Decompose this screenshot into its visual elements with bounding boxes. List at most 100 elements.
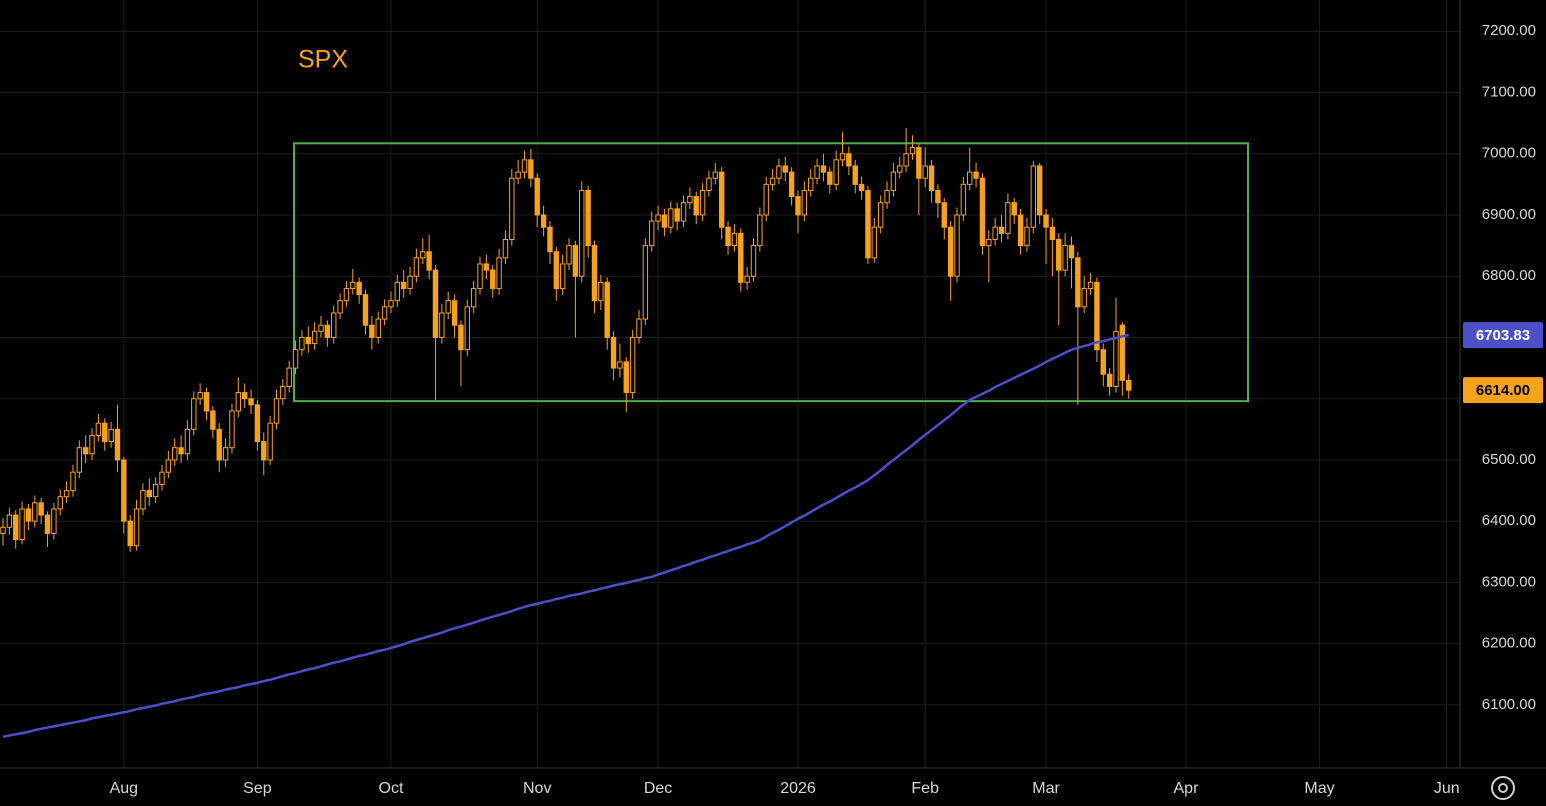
candle-body bbox=[445, 300, 451, 314]
candle-body bbox=[846, 153, 852, 167]
candle-body bbox=[852, 165, 858, 185]
candle-body bbox=[51, 508, 57, 534]
candle-body bbox=[1081, 287, 1087, 308]
candle-body bbox=[521, 159, 528, 173]
candle-body bbox=[305, 336, 311, 345]
candle-body bbox=[375, 318, 381, 338]
candle-body bbox=[273, 398, 280, 424]
candle-body bbox=[680, 202, 687, 222]
candle-body bbox=[547, 226, 553, 253]
candle-body bbox=[979, 177, 986, 247]
candle-body bbox=[718, 171, 725, 228]
candle-body bbox=[1075, 257, 1081, 308]
candle-body bbox=[1106, 373, 1113, 387]
candle-body bbox=[439, 312, 445, 338]
candle-body bbox=[973, 171, 979, 179]
settings-ring bbox=[1491, 776, 1515, 800]
candle-body bbox=[343, 287, 350, 302]
candle-body bbox=[413, 257, 420, 277]
candle-body bbox=[1126, 379, 1132, 391]
candle-body bbox=[152, 483, 159, 498]
settings-button[interactable] bbox=[1491, 776, 1515, 800]
candle-body bbox=[623, 361, 629, 394]
y-tick-label: 6900.00 bbox=[1482, 206, 1536, 223]
candle-body bbox=[1100, 349, 1106, 375]
candle-body bbox=[1017, 214, 1024, 247]
price-label-box bbox=[1463, 377, 1543, 404]
candle-body bbox=[44, 514, 51, 534]
y-tick-label: 6100.00 bbox=[1482, 696, 1536, 713]
candle-body bbox=[649, 220, 655, 247]
candle-body bbox=[731, 232, 738, 247]
candle-body bbox=[877, 202, 884, 228]
candle-body bbox=[108, 428, 114, 443]
candle-body bbox=[432, 269, 439, 338]
candle-body bbox=[222, 447, 229, 461]
candle-body bbox=[1036, 165, 1043, 216]
candle-body bbox=[725, 226, 731, 247]
candle-body bbox=[1011, 202, 1017, 216]
y-tick-label: 6200.00 bbox=[1482, 635, 1536, 652]
candle-body bbox=[477, 263, 483, 289]
x-tick-label: May bbox=[1304, 780, 1334, 797]
candle-body bbox=[998, 226, 1005, 234]
candle-body bbox=[916, 147, 922, 179]
candle-body bbox=[159, 471, 165, 485]
candle-body bbox=[407, 275, 413, 289]
x-tick-label: Jun bbox=[1434, 780, 1460, 797]
candle-body bbox=[350, 281, 356, 289]
candle-body bbox=[795, 196, 801, 216]
candle-body bbox=[788, 171, 795, 198]
candle-body bbox=[833, 159, 839, 185]
candle-body bbox=[191, 398, 197, 430]
candle-body bbox=[388, 300, 394, 308]
x-tick-label: Aug bbox=[110, 780, 138, 797]
y-tick-label: 6300.00 bbox=[1482, 573, 1536, 590]
candle-body bbox=[464, 306, 470, 351]
candle-body bbox=[1005, 202, 1011, 234]
candle-body bbox=[121, 459, 127, 522]
candle-body bbox=[254, 404, 261, 443]
candle-body bbox=[502, 238, 509, 259]
candle-body bbox=[229, 410, 235, 449]
candle-body bbox=[1043, 214, 1049, 228]
y-tick-label: 7200.00 bbox=[1482, 22, 1536, 39]
candle-body bbox=[19, 508, 25, 541]
candle-body bbox=[712, 171, 719, 179]
candle-body bbox=[566, 245, 572, 265]
candle-body bbox=[572, 245, 579, 277]
candle-body bbox=[610, 336, 617, 369]
candle-body bbox=[248, 398, 254, 406]
candle-body bbox=[954, 214, 960, 277]
candle-body bbox=[1087, 281, 1094, 289]
candle-body bbox=[604, 281, 610, 338]
candle-body bbox=[82, 447, 89, 455]
candle-body bbox=[178, 447, 184, 455]
candle-body bbox=[394, 281, 401, 302]
x-tick-label: Mar bbox=[1032, 780, 1060, 797]
candle-body bbox=[1068, 245, 1075, 259]
candle-body bbox=[763, 183, 769, 216]
candle-body bbox=[598, 281, 604, 302]
candle-body bbox=[515, 171, 521, 179]
candle-body bbox=[6, 514, 13, 528]
candle-body bbox=[769, 177, 776, 185]
candle-body bbox=[70, 471, 76, 492]
candle-body bbox=[165, 459, 172, 473]
candle-body bbox=[57, 496, 63, 510]
candle-body bbox=[776, 165, 782, 179]
chart-title: SPX bbox=[298, 46, 348, 74]
candle-body bbox=[32, 502, 38, 522]
candle-body bbox=[133, 508, 140, 547]
candle-body bbox=[744, 275, 750, 283]
price-label: 6614.00 bbox=[1476, 382, 1530, 399]
candle-body bbox=[324, 324, 331, 338]
candle-body bbox=[661, 214, 668, 228]
candle-body bbox=[897, 165, 903, 173]
candle-body bbox=[1024, 226, 1030, 247]
candle-body bbox=[470, 287, 477, 308]
settings-center bbox=[1498, 783, 1508, 793]
candle-body bbox=[369, 324, 375, 338]
